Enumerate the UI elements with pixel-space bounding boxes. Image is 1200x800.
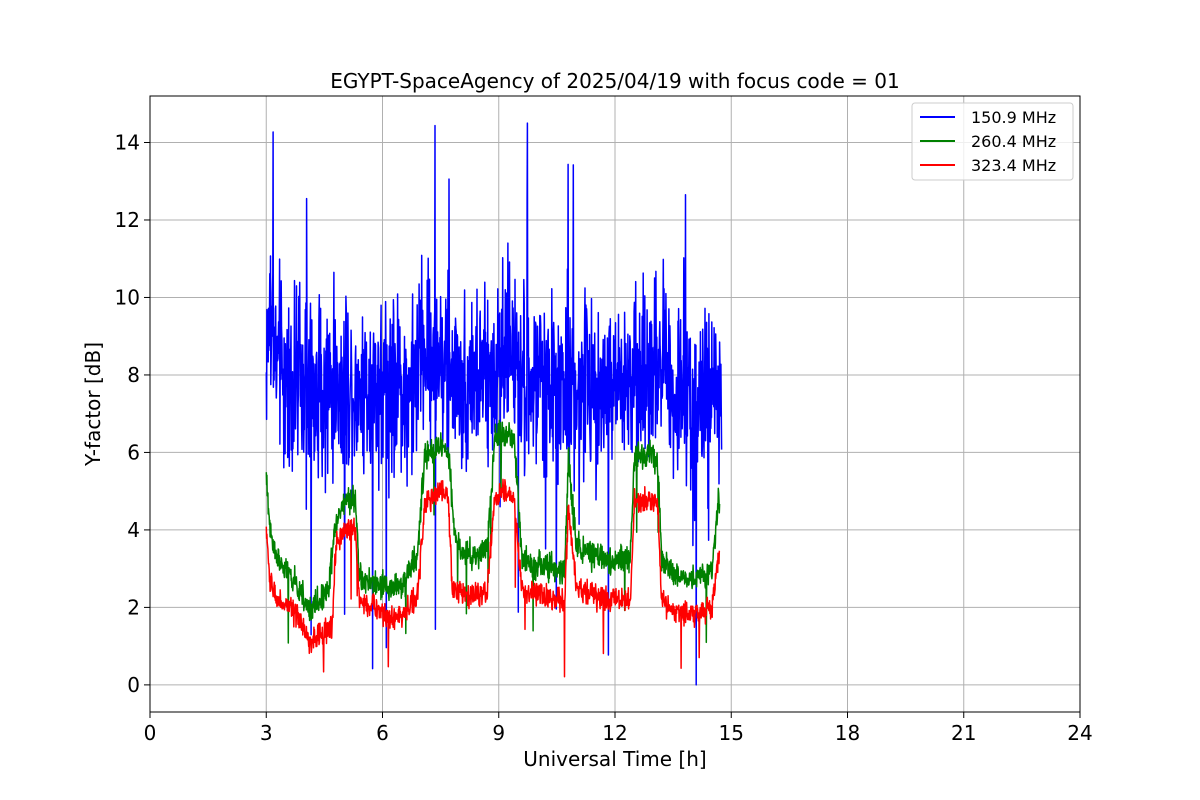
series-line <box>265 478 721 678</box>
y-tick-label: 2 <box>127 595 140 619</box>
x-tick-label: 9 <box>492 721 505 745</box>
legend-label: 150.9 MHz <box>971 108 1056 127</box>
x-tick-label: 0 <box>144 721 157 745</box>
y-tick-label: 6 <box>127 440 140 464</box>
legend-box <box>911 102 1074 181</box>
y-axis-label: Y-factor [dB] <box>81 342 105 467</box>
series-line <box>265 419 721 644</box>
y-tick-label: 14 <box>115 130 140 154</box>
x-tick-label: 6 <box>376 721 389 745</box>
legend: 150.9 MHz 260.4 MHz 323.4 MHz <box>911 102 1074 181</box>
series-layer <box>265 122 723 686</box>
y-tick-label: 0 <box>127 673 140 697</box>
y-tick-label: 4 <box>127 518 140 542</box>
legend-label: 260.4 MHz <box>971 132 1056 151</box>
series-line <box>265 122 723 686</box>
x-tick-label: 15 <box>719 721 744 745</box>
y-tick-label: 12 <box>115 208 140 232</box>
x-tick-label: 3 <box>260 721 273 745</box>
legend-label: 323.4 MHz <box>971 156 1056 175</box>
chart-title: EGYPT-SpaceAgency of 2025/04/19 with foc… <box>330 69 899 93</box>
x-axis-label: Universal Time [h] <box>523 747 706 771</box>
x-tick-label: 12 <box>602 721 627 745</box>
y-tick-label: 8 <box>127 363 140 387</box>
x-tick-label: 21 <box>951 721 976 745</box>
y-tick-label: 10 <box>115 285 140 309</box>
x-tick-label: 18 <box>835 721 860 745</box>
x-tick-label: 24 <box>1067 721 1092 745</box>
